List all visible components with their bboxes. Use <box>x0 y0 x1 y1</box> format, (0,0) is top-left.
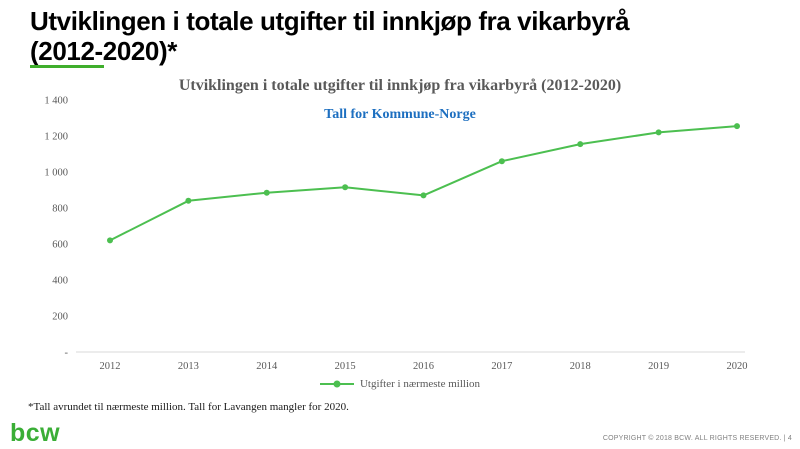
line-chart-svg: - 200 400 600 800 1 000 1 200 1 400 2012 2013 2014… <box>44 96 748 373</box>
y-tick-label: 1 200 <box>44 132 68 143</box>
y-tick-label: 1 000 <box>44 168 68 179</box>
y-tick-label: 200 <box>52 312 68 323</box>
x-tick-label: 2013 <box>178 361 199 372</box>
data-line <box>109 125 738 242</box>
y-tick-label: 1 400 <box>44 96 68 107</box>
slide-title-line1: Utviklingen i totale utgifter til innkjø… <box>30 6 630 36</box>
chart-subtitle: Tall for Kommune-Norge <box>324 107 476 122</box>
chart-title: Utviklingen i totale utgifter til innkjø… <box>178 77 622 94</box>
chart-legend: Utgifter i nærmeste million <box>30 377 770 391</box>
title-accent-underline <box>30 65 104 68</box>
data-point <box>498 158 505 165</box>
data-point <box>577 141 584 148</box>
x-tick-label: 2020 <box>727 361 748 372</box>
x-tick-label: 2017 <box>491 361 512 372</box>
data-point <box>342 184 349 191</box>
data-point <box>263 189 270 196</box>
data-point <box>185 197 192 204</box>
copyright-text: COPYRIGHT © 2018 BCW. ALL RIGHTS RESERVE… <box>602 435 792 442</box>
x-tick-label: 2019 <box>648 361 669 372</box>
legend-line-marker-icon <box>319 380 354 388</box>
bcw-logo: bcw <box>10 419 61 447</box>
legend-label: Utgifter i nærmeste million <box>359 378 481 390</box>
x-tick-label: 2014 <box>256 361 278 372</box>
x-tick-label: 2015 <box>335 361 356 372</box>
y-tick-label: 800 <box>52 204 68 215</box>
data-point <box>734 123 740 130</box>
x-tick-label: 2016 <box>413 361 434 372</box>
y-tick-label: - <box>65 348 69 359</box>
slide-title-line2: (2012-2020)* <box>30 36 177 66</box>
data-point <box>655 129 662 136</box>
footnote: *Tall avrundet til nærmeste million. Tal… <box>28 401 349 413</box>
y-tick-label: 600 <box>52 240 68 251</box>
x-tick-label: 2018 <box>570 361 591 372</box>
x-tick-label: 2012 <box>100 361 121 372</box>
y-tick-label: 400 <box>52 276 68 287</box>
data-point <box>107 237 113 244</box>
data-point <box>420 192 427 199</box>
slide-title: Utviklingen i totale utgifter til innkjø… <box>30 6 630 66</box>
